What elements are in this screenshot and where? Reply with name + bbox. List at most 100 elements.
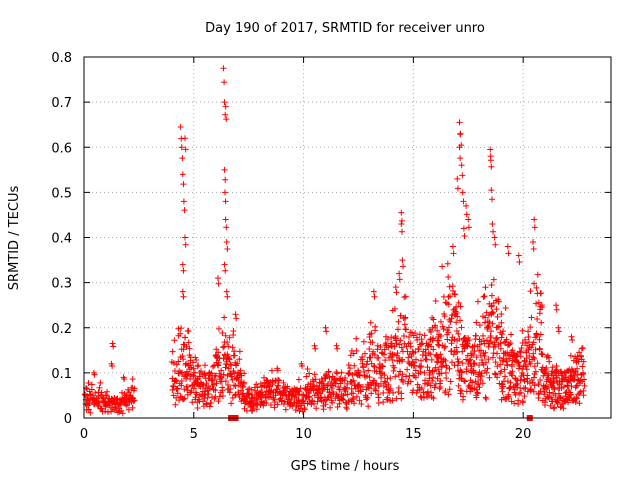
data-point-433 <box>241 370 248 377</box>
data-point-257 <box>195 362 202 369</box>
data-point-1640 <box>527 324 534 331</box>
data-point-300 <box>206 385 213 392</box>
data-point-1256 <box>449 287 456 294</box>
data-point-1525 <box>502 396 509 403</box>
data-point-1657 <box>531 374 538 381</box>
data-point-1412 <box>484 337 491 344</box>
data-point-287 <box>203 400 210 407</box>
data-point-941 <box>375 400 382 407</box>
data-point-962 <box>382 357 389 364</box>
data-point-1405 <box>482 314 489 321</box>
y-tick-label-6: 0.6 <box>51 141 72 156</box>
data-point-1437 <box>489 309 496 316</box>
data-point-235 <box>190 372 197 379</box>
data-point-64 <box>104 388 111 395</box>
data-point-1281 <box>455 330 462 337</box>
y-tick-label-7: 0.7 <box>51 96 72 111</box>
data-point-1691 <box>538 319 545 326</box>
data-point-1893 <box>581 376 588 383</box>
data-point-1234 <box>445 329 452 336</box>
data-point-1291 <box>457 303 464 310</box>
data-point-1596 <box>517 377 524 384</box>
data-point-1481 <box>458 162 465 169</box>
data-point-1246 <box>447 378 454 385</box>
data-point-1892 <box>580 358 587 365</box>
data-point-1060 <box>407 343 414 350</box>
y-tick-label-3: 0.3 <box>51 277 72 292</box>
data-point-1608 <box>519 399 526 406</box>
data-point-331 <box>215 349 222 356</box>
data-point-1829 <box>566 394 573 401</box>
data-point-1201 <box>437 351 444 358</box>
data-point-765 <box>326 374 333 381</box>
data-point-268 <box>198 368 205 375</box>
data-point-437 <box>182 146 189 153</box>
data-point-1703 <box>530 246 537 253</box>
data-point-1370 <box>474 390 481 397</box>
data-point-1482 <box>459 172 466 179</box>
data-point-614 <box>282 406 289 413</box>
data-point-397 <box>232 392 239 399</box>
data-point-1364 <box>473 394 480 401</box>
data-point-165 <box>173 378 180 385</box>
data-point-1059 <box>407 340 414 347</box>
data-point-1016 <box>395 372 402 379</box>
data-point-378 <box>226 389 233 396</box>
data-point-1109 <box>420 389 427 396</box>
data-point-1408 <box>482 359 489 366</box>
data-point-23 <box>88 381 95 388</box>
data-point-1594 <box>516 348 523 355</box>
data-point-462 <box>223 239 230 246</box>
data-point-1001 <box>391 305 398 312</box>
data-point-514 <box>253 381 260 388</box>
data-point-826 <box>345 362 352 369</box>
data-point-13 <box>85 406 92 413</box>
data-point-656 <box>295 376 302 383</box>
data-point-997 <box>390 367 397 374</box>
data-point-1231 <box>444 336 451 343</box>
data-point-1683 <box>536 346 543 353</box>
data-point-991 <box>389 397 396 404</box>
data-point-464 <box>221 261 228 268</box>
data-point-303 <box>207 399 214 406</box>
data-point-845 <box>351 362 358 369</box>
data-point-1205 <box>438 355 445 362</box>
data-point-1680 <box>536 336 543 343</box>
x-tick-label-3: 15 <box>405 427 422 442</box>
data-point-1511 <box>499 331 506 338</box>
data-point-1485 <box>459 189 466 196</box>
data-point-1299 <box>459 348 466 355</box>
data-point-895 <box>366 346 373 353</box>
data-point-1303 <box>460 393 467 400</box>
data-point-150 <box>169 387 176 394</box>
data-point-1900 <box>569 337 576 344</box>
data-point-416 <box>236 348 243 355</box>
data-point-1047 <box>404 366 411 373</box>
data-point-1686 <box>537 388 544 395</box>
data-point-1518 <box>500 355 507 362</box>
data-point-986 <box>388 334 395 341</box>
data-point-31 <box>92 390 99 397</box>
data-point-1000 <box>391 343 398 350</box>
data-point-1706 <box>515 252 522 259</box>
data-point-451 <box>221 79 228 86</box>
data-point-1665 <box>533 300 540 307</box>
data-point-804 <box>338 369 345 376</box>
data-point-899 <box>323 328 330 335</box>
data-point-1039 <box>401 321 408 328</box>
data-point-1417 <box>484 324 491 331</box>
data-point-1558 <box>508 363 515 370</box>
data-point-831 <box>347 352 354 359</box>
data-point-1531 <box>503 336 510 343</box>
data-point-1245 <box>447 318 454 325</box>
data-point-460 <box>222 216 229 223</box>
data-point-1272 <box>453 309 460 316</box>
data-point-930 <box>372 387 379 394</box>
data-point-1869 <box>575 391 582 398</box>
data-point-1484 <box>454 185 461 192</box>
data-point-1473 <box>497 345 504 352</box>
data-point-1015 <box>395 384 402 391</box>
data-point-745 <box>322 401 329 408</box>
data-point-1690 <box>538 290 545 297</box>
data-point-819 <box>343 405 350 412</box>
